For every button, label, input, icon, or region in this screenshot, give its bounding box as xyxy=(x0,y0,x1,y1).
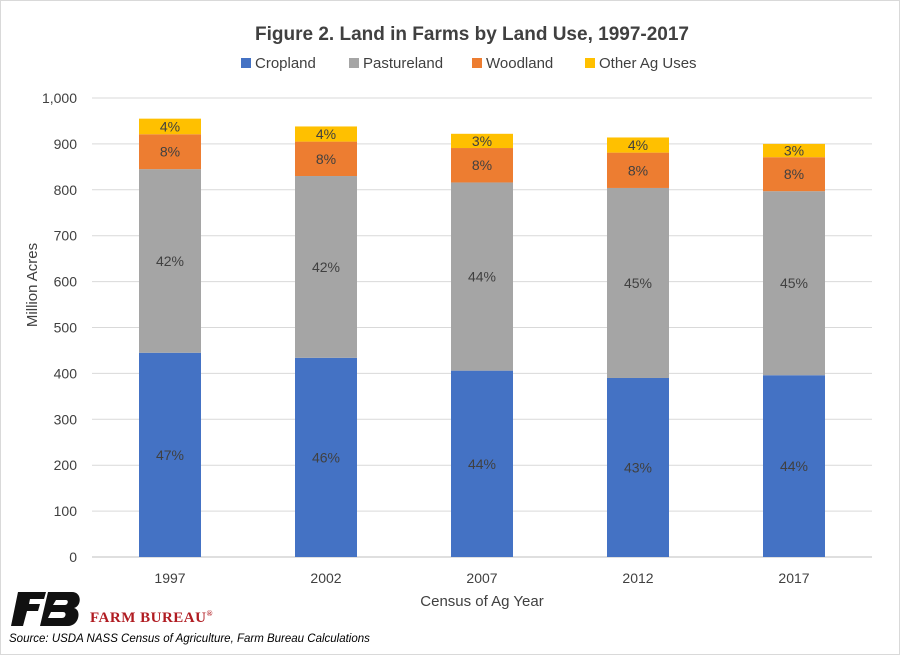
bar-segment-0-2 xyxy=(451,370,513,557)
bar-data-label-1-1: 42% xyxy=(312,259,340,275)
bar-segment-0-0 xyxy=(139,352,201,557)
bar-segment-2-0 xyxy=(139,134,201,170)
legend-swatch-1 xyxy=(349,58,359,68)
bar-data-label-0-2: 44% xyxy=(468,456,496,472)
y-tick-label-6: 600 xyxy=(54,274,78,290)
bar-segment-0-1 xyxy=(295,357,357,557)
y-tick-label-3: 300 xyxy=(54,411,78,427)
bar-data-label-3-1: 4% xyxy=(316,126,336,142)
bar-data-label-3-2: 3% xyxy=(472,133,492,149)
y-tick-label-1: 100 xyxy=(54,503,78,519)
y-axis-label: Million Acres xyxy=(24,243,41,327)
bar-segment-3-3 xyxy=(607,137,669,153)
y-tick-label-4: 400 xyxy=(54,365,78,381)
y-tick-label-0: 0 xyxy=(69,549,77,565)
y-tick-label-2: 200 xyxy=(54,457,78,473)
bar-data-label-2-3: 8% xyxy=(628,162,648,178)
bar-data-label-1-4: 45% xyxy=(780,275,808,291)
bar-segment-0-4 xyxy=(763,375,825,557)
legend-label-2: Woodland xyxy=(486,55,553,72)
y-tick-label-7: 700 xyxy=(54,228,78,244)
chart-legend: Cropland Pastureland Woodland Other Ag Uses xyxy=(241,55,697,72)
farm-bureau-logo-text: FARM BUREAU® xyxy=(90,609,213,626)
bar-segment-0-3 xyxy=(607,377,669,557)
y-tick-label-5: 500 xyxy=(54,320,78,336)
legend-label-1: Pastureland xyxy=(363,55,443,72)
bar-data-label-0-1: 46% xyxy=(312,449,340,465)
bar-data-label-2-4: 8% xyxy=(784,166,804,182)
bar-data-label-2-2: 8% xyxy=(472,157,492,173)
bar-segment-1-4 xyxy=(763,191,825,376)
source-note: Source: USDA NASS Census of Agriculture,… xyxy=(9,633,370,645)
bar-segment-3-2 xyxy=(451,133,513,149)
bar-segment-1-1 xyxy=(295,176,357,358)
legend-label-0: Cropland xyxy=(255,55,316,72)
x-tick-label-3: 2012 xyxy=(622,570,653,586)
bar-segment-2-2 xyxy=(451,148,513,183)
bar-data-label-3-0: 4% xyxy=(160,118,180,134)
y-tick-label-10: 1,000 xyxy=(42,90,77,106)
legend-label-3: Other Ag Uses xyxy=(599,55,697,72)
bar-segment-2-3 xyxy=(607,152,669,188)
y-tick-label-8: 800 xyxy=(54,182,78,198)
chart-title: Figure 2. Land in Farms by Land Use, 199… xyxy=(255,24,689,45)
bar-data-label-0-0: 47% xyxy=(156,447,184,463)
legend-swatch-3 xyxy=(585,58,595,68)
bar-data-label-3-3: 4% xyxy=(628,137,648,153)
bar-segment-3-4 xyxy=(763,143,825,158)
bar-segment-3-0 xyxy=(139,118,201,135)
y-tick-label-9: 900 xyxy=(54,136,78,152)
x-tick-label-1: 2002 xyxy=(310,570,341,586)
x-axis-ticks: 1997 2002 2007 2012 2017 xyxy=(154,570,809,586)
bar-data-label-2-1: 8% xyxy=(316,151,336,167)
bar-data-label-1-0: 42% xyxy=(156,253,184,269)
legend-swatch-0 xyxy=(241,58,251,68)
x-tick-label-0: 1997 xyxy=(154,570,185,586)
bar-data-label-0-3: 43% xyxy=(624,459,652,475)
bar-segment-3-1 xyxy=(295,126,357,142)
bar-segment-2-1 xyxy=(295,141,357,177)
bar-segment-2-4 xyxy=(763,157,825,192)
bar-segment-1-3 xyxy=(607,187,669,378)
bar-data-label-0-4: 44% xyxy=(780,458,808,474)
x-tick-label-4: 2017 xyxy=(778,570,809,586)
bar-data-label-3-4: 3% xyxy=(784,143,804,159)
y-axis-ticks: 0 100 200 300 400 500 600 700 800 900 1,000 xyxy=(42,90,77,565)
farm-bureau-logo-icon xyxy=(11,592,80,626)
x-tick-label-2: 2007 xyxy=(466,570,497,586)
bar-data-label-1-2: 44% xyxy=(468,269,496,285)
x-axis-label: Census of Ag Year xyxy=(420,593,543,610)
bar-data-label-1-3: 45% xyxy=(624,275,652,291)
bar-segment-1-0 xyxy=(139,169,201,353)
legend-swatch-2 xyxy=(472,58,482,68)
bars: 47% 42% 8% 4% 46% 42% 8% 4% 44% 44% 8% 3% 43% 45% 8% 4%… xyxy=(139,118,825,557)
bar-segment-1-2 xyxy=(451,182,513,371)
bar-data-label-2-0: 8% xyxy=(160,144,180,160)
